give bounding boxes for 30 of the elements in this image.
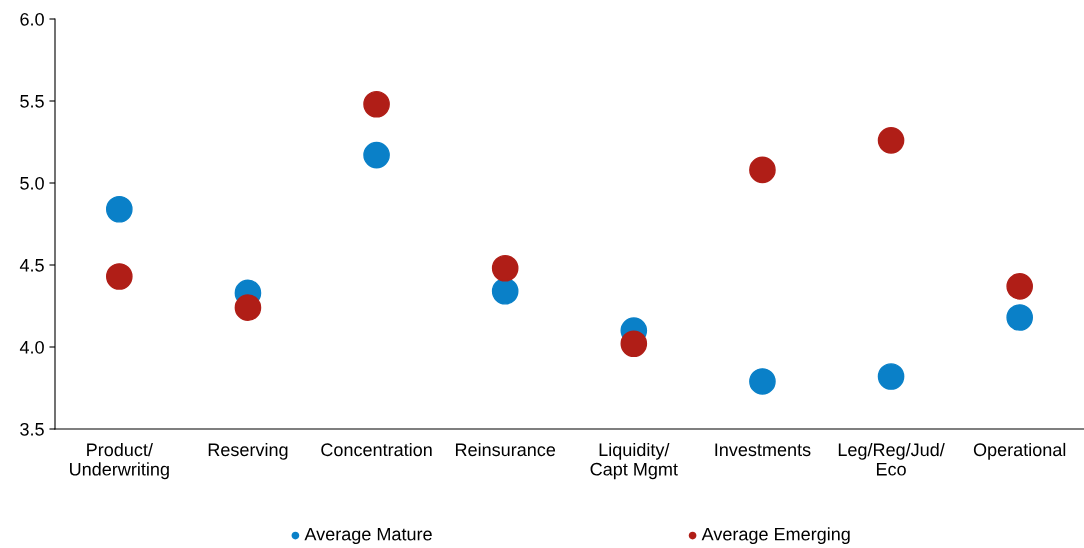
x-tick-label: Investments: [715, 443, 811, 457]
y-tick-label: 5.0: [20, 176, 44, 190]
legend-label: Average Emerging: [701, 527, 850, 545]
x-tick-label: Reinsurance: [455, 442, 556, 457]
x-tick-label: Product/ Underwriting: [70, 442, 169, 480]
x-tick-label: Operational: [973, 442, 1066, 460]
y-tick-label: 4.5: [19, 259, 44, 272]
x-tick-label: Leg/Reg/Jud/ Eco: [838, 442, 945, 476]
point: [620, 330, 648, 358]
point: [363, 141, 390, 169]
point: [877, 127, 905, 154]
y-tick-label: 3.5: [20, 422, 44, 436]
point: [363, 90, 390, 118]
point: [491, 254, 519, 282]
point: [877, 363, 905, 390]
y-tick-label: 5.5: [20, 95, 44, 108]
x-tick-label: Concentration: [321, 442, 432, 457]
point: [749, 156, 776, 184]
point: [491, 277, 519, 305]
point: [234, 294, 262, 321]
point: [106, 263, 133, 290]
point: [749, 368, 776, 395]
y-tick-label: 4.0: [19, 340, 44, 354]
x-tick-label: Reserving: [208, 442, 288, 460]
legend-label: Average Mature: [304, 527, 432, 545]
point: [106, 195, 133, 223]
x-tick-label: Liquidity/ Capt Mgmt: [590, 442, 678, 480]
point: [1006, 273, 1033, 300]
point: [1006, 304, 1033, 331]
y-tick-label: 6.0: [20, 12, 44, 26]
